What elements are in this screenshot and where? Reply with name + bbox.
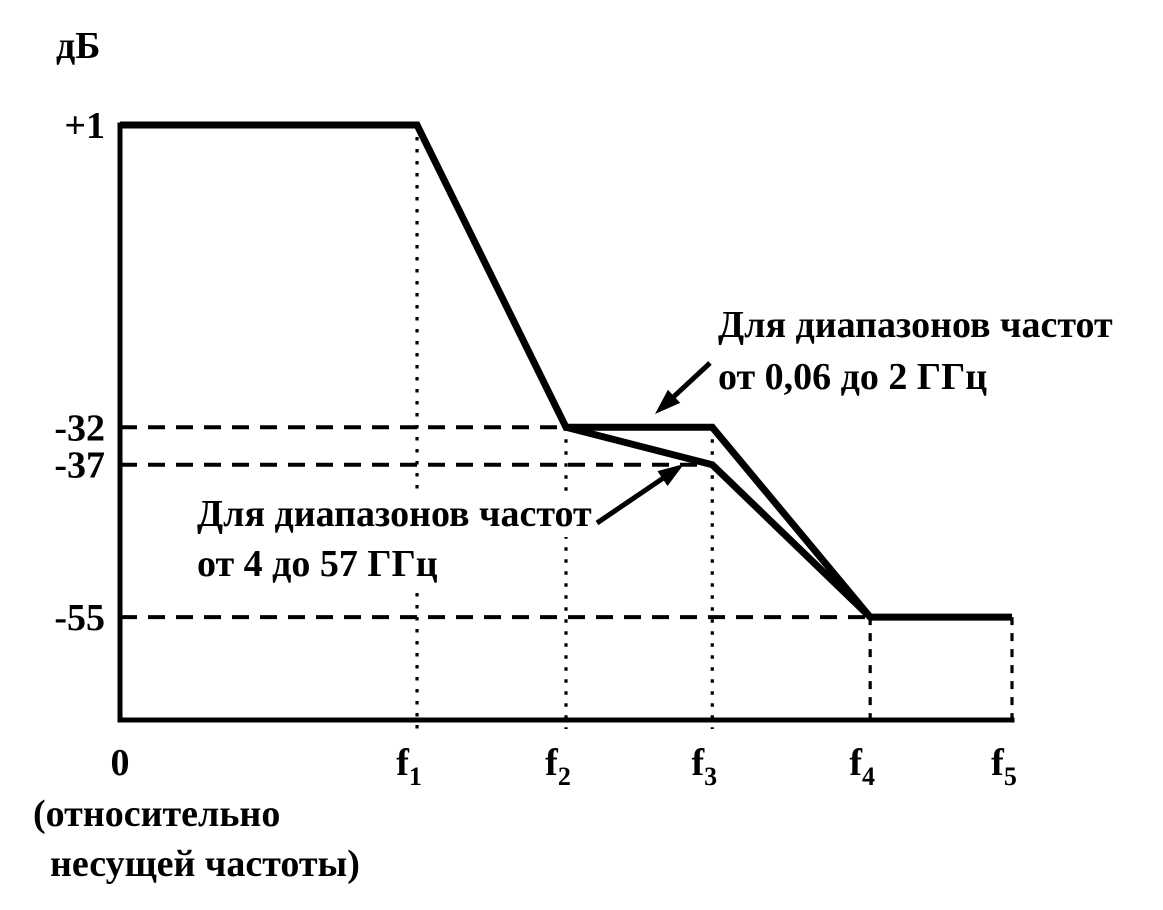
y-tick-label: -37 bbox=[54, 445, 105, 487]
series-layer bbox=[120, 121, 1012, 621]
annotation-text: от 4 до 57 ГГц bbox=[197, 543, 438, 585]
x-tick-label: f4 bbox=[849, 742, 875, 791]
annotation-1: Для диапазонов частот от 4 до 57 ГГц bbox=[194, 464, 684, 587]
series-line-0 bbox=[120, 121, 1012, 621]
axes-layer bbox=[117, 122, 1015, 723]
annotation-arrowhead bbox=[655, 389, 681, 414]
y-tick-label: +1 bbox=[64, 105, 105, 147]
x-tick-label: f3 bbox=[691, 742, 717, 791]
annotation-0: Для диапазонов частот от 0,06 до 2 ГГц bbox=[655, 302, 1117, 414]
x-tick-label: f2 bbox=[545, 742, 571, 791]
series-line-1 bbox=[565, 423, 873, 620]
annotation-text: Для диапазонов частот bbox=[197, 493, 592, 535]
annotation-arrow bbox=[667, 361, 712, 403]
y-tick-label: -55 bbox=[54, 597, 105, 639]
x-axis-note-line-1: (относительно bbox=[33, 793, 280, 835]
tick-labels-layer: +1 -32-37 -55 0 f1 f2 f3 f4 f5 bbox=[54, 105, 1016, 791]
annotation-text-bg bbox=[715, 302, 1117, 348]
y-tick-label: -32 bbox=[54, 407, 105, 449]
annotation-arrow bbox=[595, 473, 669, 526]
annotation-arrowhead bbox=[657, 464, 684, 487]
y-axis-unit-label: дБ bbox=[56, 25, 100, 67]
annotation-text-bg bbox=[194, 541, 441, 587]
annotation-text-bg bbox=[715, 354, 991, 400]
guides-layer bbox=[120, 125, 1014, 729]
x-tick-label: f1 bbox=[396, 742, 422, 791]
x-tick-label: 0 bbox=[111, 742, 130, 784]
x-axis-note-line-2: несущей частоты) bbox=[50, 843, 360, 885]
annotation-text: Для диапазонов частот bbox=[718, 304, 1113, 346]
x-tick-label: f5 bbox=[991, 742, 1017, 791]
annotation-text-bg bbox=[194, 491, 596, 537]
annotation-text: от 0,06 до 2 ГГц bbox=[718, 356, 987, 398]
